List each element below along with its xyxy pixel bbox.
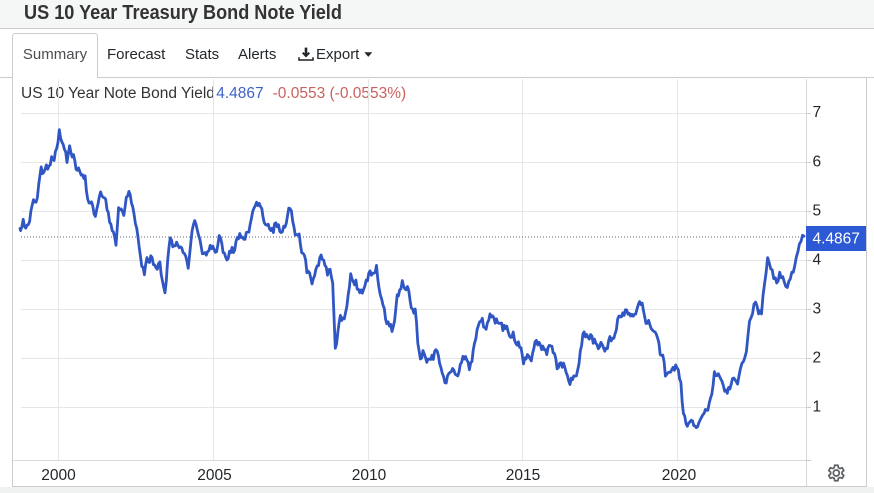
svg-text:6: 6 [813, 154, 822, 171]
svg-text:4.4867: 4.4867 [813, 230, 860, 247]
svg-text:4: 4 [813, 252, 822, 269]
svg-text:2: 2 [813, 350, 822, 367]
svg-text:2005: 2005 [197, 467, 231, 484]
svg-text:2020: 2020 [662, 467, 697, 484]
svg-text:2000: 2000 [41, 467, 76, 484]
svg-text:7: 7 [813, 104, 822, 121]
svg-text:2015: 2015 [506, 467, 540, 484]
svg-text:2010: 2010 [352, 467, 387, 484]
svg-text:3: 3 [813, 301, 822, 318]
svg-text:5: 5 [813, 203, 822, 220]
svg-text:1: 1 [813, 399, 822, 416]
